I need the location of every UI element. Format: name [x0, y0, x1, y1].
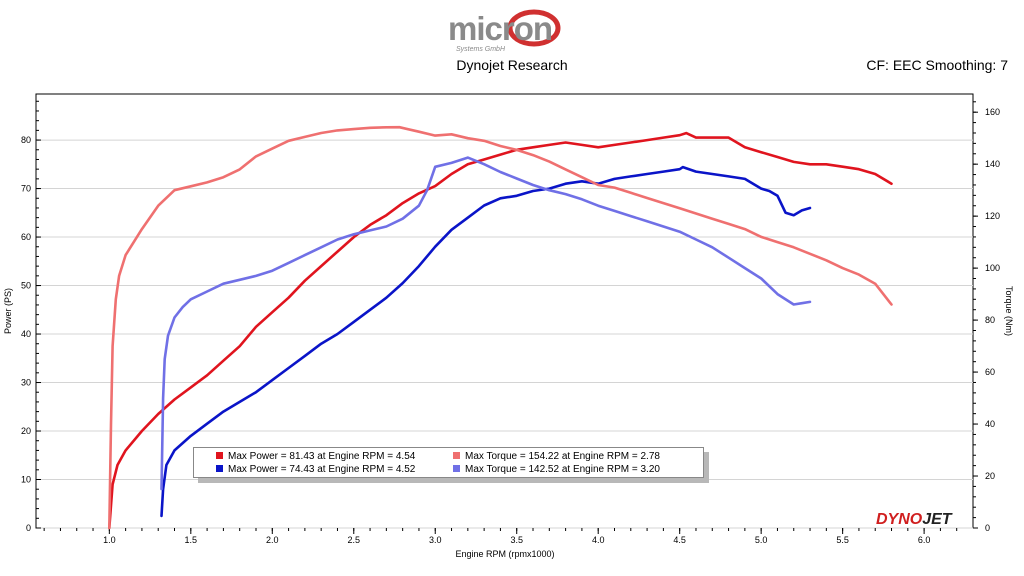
legend-text: Max Torque = 142.52 at Engine RPM = 3.20 [465, 464, 660, 475]
y-tick-label: 40 [21, 329, 31, 339]
y2-axis-label: Torque (Nm) [1004, 286, 1014, 336]
y-tick-label: 0 [26, 523, 31, 533]
y-tick-label: 60 [21, 232, 31, 242]
series-lines [108, 125, 893, 530]
logo-ring [507, 9, 561, 47]
y-tick-label: 70 [21, 184, 31, 194]
series-line-2 [160, 165, 812, 518]
axes: 0 10 20 30 40 50 60 70 80 0 20 40 60 80 100 120 140 160 1.… [21, 100, 1000, 545]
x-tick-label: 3.0 [429, 535, 442, 545]
correction-factor-label: CF: EEC Smoothing: 7 [866, 57, 1008, 73]
series-line-4 [160, 156, 812, 491]
x-tick-label: 4.0 [592, 535, 605, 545]
x-tick-label: 1.0 [103, 535, 116, 545]
y-tick-label: 10 [21, 475, 31, 485]
x-tick-label: 4.5 [673, 535, 686, 545]
x-tick-label: 6.0 [918, 535, 931, 545]
legend-swatch-icon [216, 465, 223, 472]
dynojet-logo: DYNOJET [876, 511, 952, 529]
y2-tick-label: 60 [985, 367, 995, 377]
micron-logo: micron Systems GmbH [446, 6, 580, 54]
legend-item-power-1: Max Power = 81.43 at Engine RPM = 4.54 [216, 451, 415, 462]
y2-tick-label: 20 [985, 471, 995, 481]
x-tick-label: 2.0 [266, 535, 279, 545]
y-tick-label: 20 [21, 426, 31, 436]
legend-swatch-icon [453, 465, 460, 472]
x-tick-label: 5.5 [836, 535, 849, 545]
dynojet-logo-dyno: DYNO [876, 511, 923, 528]
micron-logo-graphic: micron Systems GmbH [448, 9, 561, 53]
legend-item-torque-2: Max Torque = 142.52 at Engine RPM = 3.20 [453, 464, 660, 475]
y-axis-label: Power (PS) [3, 288, 13, 334]
x-tick-label: 5.0 [755, 535, 768, 545]
y2-tick-label: 40 [985, 419, 995, 429]
y2-tick-label: 100 [985, 263, 1000, 273]
y-tick-label: 30 [21, 378, 31, 388]
dynojet-logo-jet: JET [922, 511, 952, 528]
series-line-3 [108, 125, 893, 530]
legend-text: Max Power = 74.43 at Engine RPM = 4.52 [228, 464, 416, 475]
legend-item-torque-1: Max Torque = 154.22 at Engine RPM = 2.78 [453, 451, 660, 462]
y2-tick-label: 160 [985, 107, 1000, 117]
legend-text: Max Power = 81.43 at Engine RPM = 4.54 [228, 451, 416, 462]
y2-tick-label: 80 [985, 315, 995, 325]
y-tick-label: 50 [21, 281, 31, 291]
legend-swatch-icon [216, 452, 223, 459]
gridlines [36, 139, 973, 529]
series-line-1 [108, 131, 893, 530]
chart-title: Dynojet Research [456, 57, 568, 73]
legend: Max Power = 81.43 at Engine RPM = 4.54 M… [193, 447, 704, 478]
y2-tick-label: 120 [985, 211, 1000, 221]
x-tick-label: 3.5 [510, 535, 523, 545]
x-axis-label: Engine RPM (rpmx1000) [455, 549, 554, 559]
legend-text: Max Torque = 154.22 at Engine RPM = 2.78 [465, 451, 660, 462]
y2-tick-label: 0 [985, 523, 990, 533]
x-tick-label: 1.5 [185, 535, 198, 545]
legend-swatch-icon [453, 452, 460, 459]
logo-subtext: Systems GmbH [456, 46, 506, 53]
logo-text: micron [448, 10, 552, 47]
x-tick-label: 2.5 [348, 535, 361, 545]
legend-item-power-2: Max Power = 74.43 at Engine RPM = 4.52 [216, 464, 415, 475]
y-tick-label: 80 [21, 135, 31, 145]
y2-tick-label: 140 [985, 159, 1000, 169]
